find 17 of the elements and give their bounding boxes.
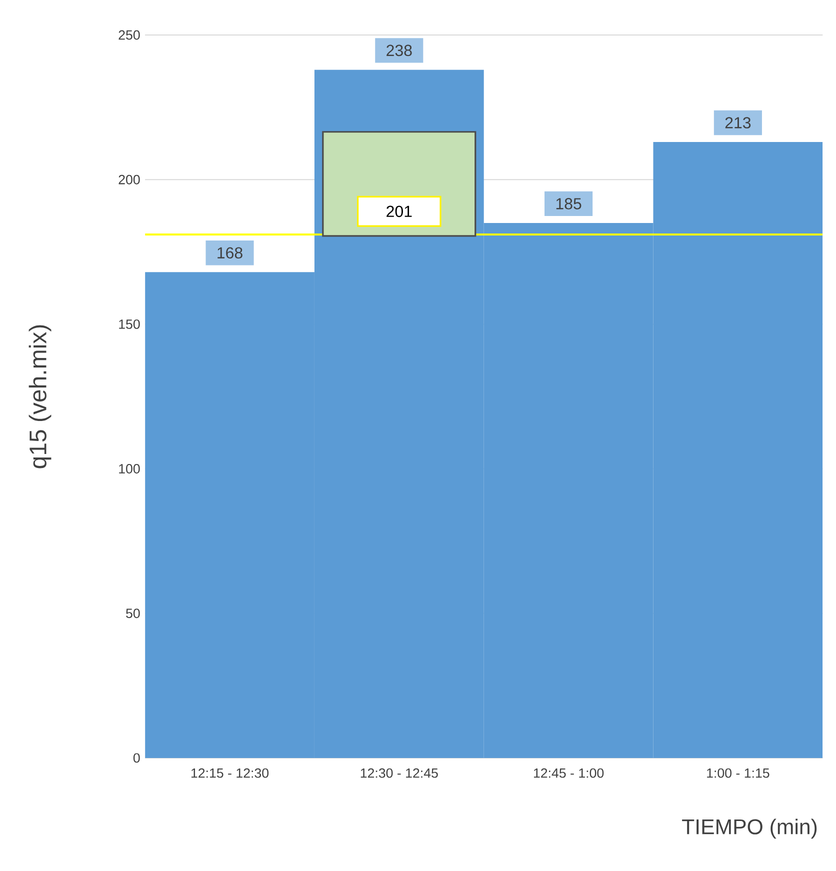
y-tick-label: 50: [126, 608, 140, 618]
y-tick-label: 0: [133, 753, 140, 763]
x-tick-label: 12:45 - 1:00: [534, 768, 604, 778]
y-tick-label: 100: [118, 464, 140, 474]
y-tick-label: 200: [118, 174, 140, 184]
y-tick-label: 150: [118, 319, 140, 329]
annotation: 201: [386, 206, 412, 218]
y-axis-title: q15 (veh.mix): [28, 325, 52, 468]
data-label: 168: [217, 247, 242, 259]
y-tick-label: 250: [118, 30, 140, 40]
x-axis-title: TIEMPO (min): [682, 818, 816, 839]
data-label: 185: [556, 198, 582, 210]
x-tick-label: 12:15 - 12:30: [191, 768, 268, 778]
data-label: 213: [725, 117, 750, 128]
x-tick-label: 1:00 - 1:15: [706, 768, 770, 778]
x-tick-label: 12:30 - 12:45: [360, 768, 438, 778]
data-label: 238: [386, 44, 412, 56]
